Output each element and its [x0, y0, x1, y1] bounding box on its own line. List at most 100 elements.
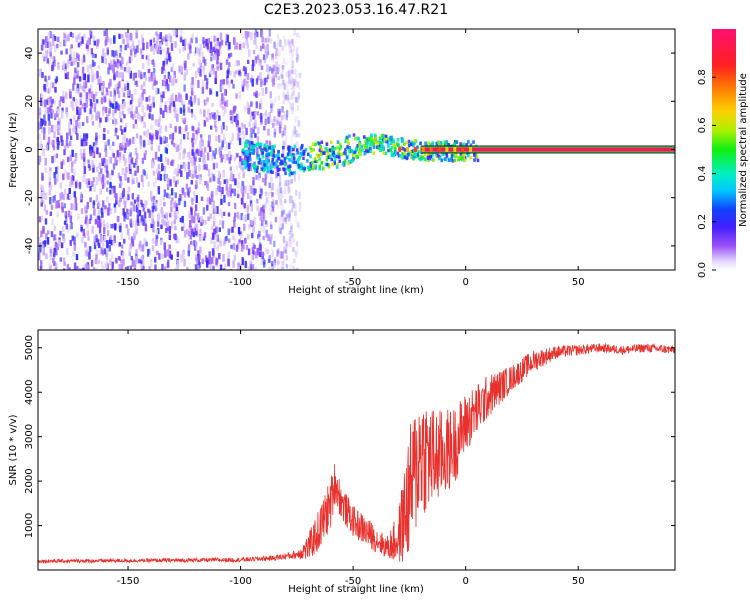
- spectrogram-cell: [285, 255, 289, 261]
- spectrogram-cell: [262, 112, 266, 118]
- spectrogram-cell: [181, 117, 185, 124]
- spectrogram-cell: [130, 48, 133, 56]
- spectrogram-cell: [333, 156, 337, 161]
- spectrogram-cell: [191, 137, 194, 143]
- spectrogram-cell: [243, 223, 246, 231]
- spectrogram-cell: [103, 175, 106, 181]
- spectrogram-cell: [95, 91, 98, 97]
- spectrogram-cell: [337, 152, 341, 156]
- spectrogram-cell: [412, 143, 415, 148]
- spectrogram-cell: [273, 258, 277, 263]
- spectrogram-cell: [40, 197, 43, 203]
- spectrogram-cell: [273, 116, 276, 122]
- spectrogram-cell: [191, 215, 194, 224]
- spectrogram-cell: [192, 82, 195, 89]
- spectrogram-cell: [176, 209, 179, 215]
- spectrogram-cell: [265, 140, 268, 145]
- spectrogram-cell: [83, 166, 87, 174]
- spectrogram-cell: [159, 198, 162, 206]
- spectrogram-cell: [264, 178, 267, 186]
- spectrogram-cell: [295, 74, 298, 81]
- spectrogram-cell: [44, 99, 47, 108]
- spectrogram-cell: [270, 224, 273, 230]
- spectrogram-cell: [257, 92, 261, 97]
- spectrogram-cell: [291, 60, 295, 68]
- spectrogram-cell: [40, 93, 44, 98]
- spectrogram-cell: [282, 91, 285, 99]
- spectrogram-cell: [287, 145, 290, 149]
- spectrogram-cell: [271, 57, 275, 63]
- spectrogram-cell: [381, 147, 385, 151]
- spectrogram-cell: [39, 245, 42, 253]
- spectrogram-cell: [267, 128, 270, 136]
- spectrogram-cell: [178, 168, 182, 174]
- spectrogram-cell: [166, 183, 170, 191]
- spectrogram-cell: [54, 241, 58, 247]
- spectrogram-cell: [353, 150, 357, 155]
- spectrogram-cell: [207, 140, 211, 148]
- spectrogram-cell: [197, 80, 200, 89]
- spectrogram-cell: [97, 64, 101, 70]
- spectrogram-cell: [86, 49, 90, 55]
- spectrogram-cell: [392, 139, 395, 143]
- spectrogram-cell: [380, 141, 384, 145]
- spectrogram-cell: [41, 72, 44, 79]
- spectrogram-cell: [317, 155, 321, 159]
- spectrogram-cell: [109, 91, 112, 97]
- spectrogram-cell: [117, 172, 121, 179]
- spectrogram-cell: [424, 141, 427, 146]
- spectrogram-cell: [175, 29, 178, 36]
- spectrogram-cell: [216, 234, 219, 242]
- spectrogram-cell: [121, 167, 125, 175]
- spectrogram-cell: [183, 127, 186, 133]
- spectrogram-cell: [287, 213, 291, 222]
- spectrogram-cell: [93, 145, 96, 152]
- spectrogram-cell: [169, 123, 172, 128]
- spectrogram-cell: [131, 173, 134, 180]
- spectrogram-cell: [232, 37, 236, 45]
- spectrogram-cell: [225, 59, 229, 65]
- spectrogram-cell: [257, 154, 261, 158]
- spectrogram-cell: [225, 41, 228, 46]
- spectrogram-cell: [152, 237, 155, 244]
- spectrogram-cell: [238, 91, 242, 99]
- spectrogram-cell: [206, 197, 210, 202]
- spectrogram-cell: [261, 251, 265, 256]
- spectrogram-cell: [384, 151, 388, 156]
- spectrogram-cell: [288, 209, 292, 215]
- spectrogram-cell: [250, 141, 254, 145]
- spectrogram-cell: [109, 38, 113, 45]
- spectrogram-cell: [204, 160, 207, 167]
- spectrogram-cell: [154, 177, 157, 184]
- spectrogram-cell: [53, 194, 57, 201]
- spectrogram-cell: [60, 161, 63, 170]
- spectrogram-cell: [154, 151, 158, 160]
- spectrogram-cell: [58, 117, 62, 124]
- spectrogram-cell: [55, 167, 58, 175]
- spectrogram-cell: [292, 257, 295, 265]
- spectrogram-cell: [437, 147, 441, 152]
- spectrogram-cell: [56, 43, 59, 49]
- spectrogram-cell: [241, 215, 245, 221]
- spectrogram-cell: [376, 145, 379, 149]
- spectrogram-cell: [225, 76, 229, 85]
- spectrogram-cell: [212, 221, 216, 227]
- spectrogram-cell: [291, 78, 295, 83]
- spectrogram-cell: [276, 258, 280, 267]
- spectrogram-cell: [79, 98, 83, 106]
- spectrogram-cell: [137, 182, 140, 188]
- spectrogram-cell: [88, 251, 91, 260]
- spectrogram-cell: [111, 188, 114, 194]
- spectrogram-cell: [292, 238, 295, 243]
- spectrogram-cell: [166, 144, 169, 149]
- spectrogram-cell: [325, 157, 329, 162]
- spectrogram-cell: [301, 143, 304, 148]
- spectrogram-cell: [51, 156, 54, 164]
- spectrogram-cell: [41, 185, 44, 191]
- spectrogram-cell: [206, 257, 209, 264]
- spectrogram-cell: [148, 265, 151, 270]
- spectrogram-cell: [56, 243, 60, 250]
- spectrogram-cell: [112, 110, 115, 117]
- spectrogram-cell: [140, 256, 144, 261]
- spectrogram-cell: [50, 100, 53, 108]
